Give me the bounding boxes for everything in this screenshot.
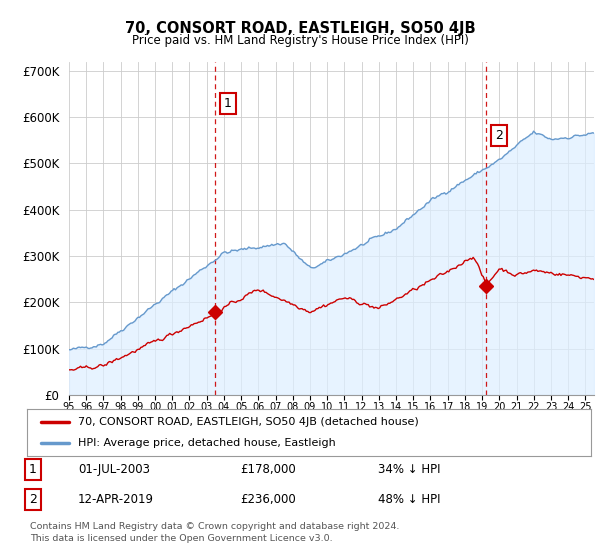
Text: 1: 1	[29, 463, 37, 476]
Text: Contains HM Land Registry data © Crown copyright and database right 2024.
This d: Contains HM Land Registry data © Crown c…	[30, 522, 400, 543]
Text: 70, CONSORT ROAD, EASTLEIGH, SO50 4JB: 70, CONSORT ROAD, EASTLEIGH, SO50 4JB	[125, 21, 475, 36]
Text: 1: 1	[224, 97, 232, 110]
Text: 48% ↓ HPI: 48% ↓ HPI	[378, 493, 440, 506]
Text: 12-APR-2019: 12-APR-2019	[78, 493, 154, 506]
Text: 01-JUL-2003: 01-JUL-2003	[78, 463, 150, 476]
Text: Price paid vs. HM Land Registry's House Price Index (HPI): Price paid vs. HM Land Registry's House …	[131, 34, 469, 46]
Text: £236,000: £236,000	[240, 493, 296, 506]
Text: HPI: Average price, detached house, Eastleigh: HPI: Average price, detached house, East…	[78, 438, 335, 448]
Text: £178,000: £178,000	[240, 463, 296, 476]
Text: 34% ↓ HPI: 34% ↓ HPI	[378, 463, 440, 476]
Text: 2: 2	[495, 129, 503, 142]
Text: 70, CONSORT ROAD, EASTLEIGH, SO50 4JB (detached house): 70, CONSORT ROAD, EASTLEIGH, SO50 4JB (d…	[78, 417, 419, 427]
Text: 2: 2	[29, 493, 37, 506]
